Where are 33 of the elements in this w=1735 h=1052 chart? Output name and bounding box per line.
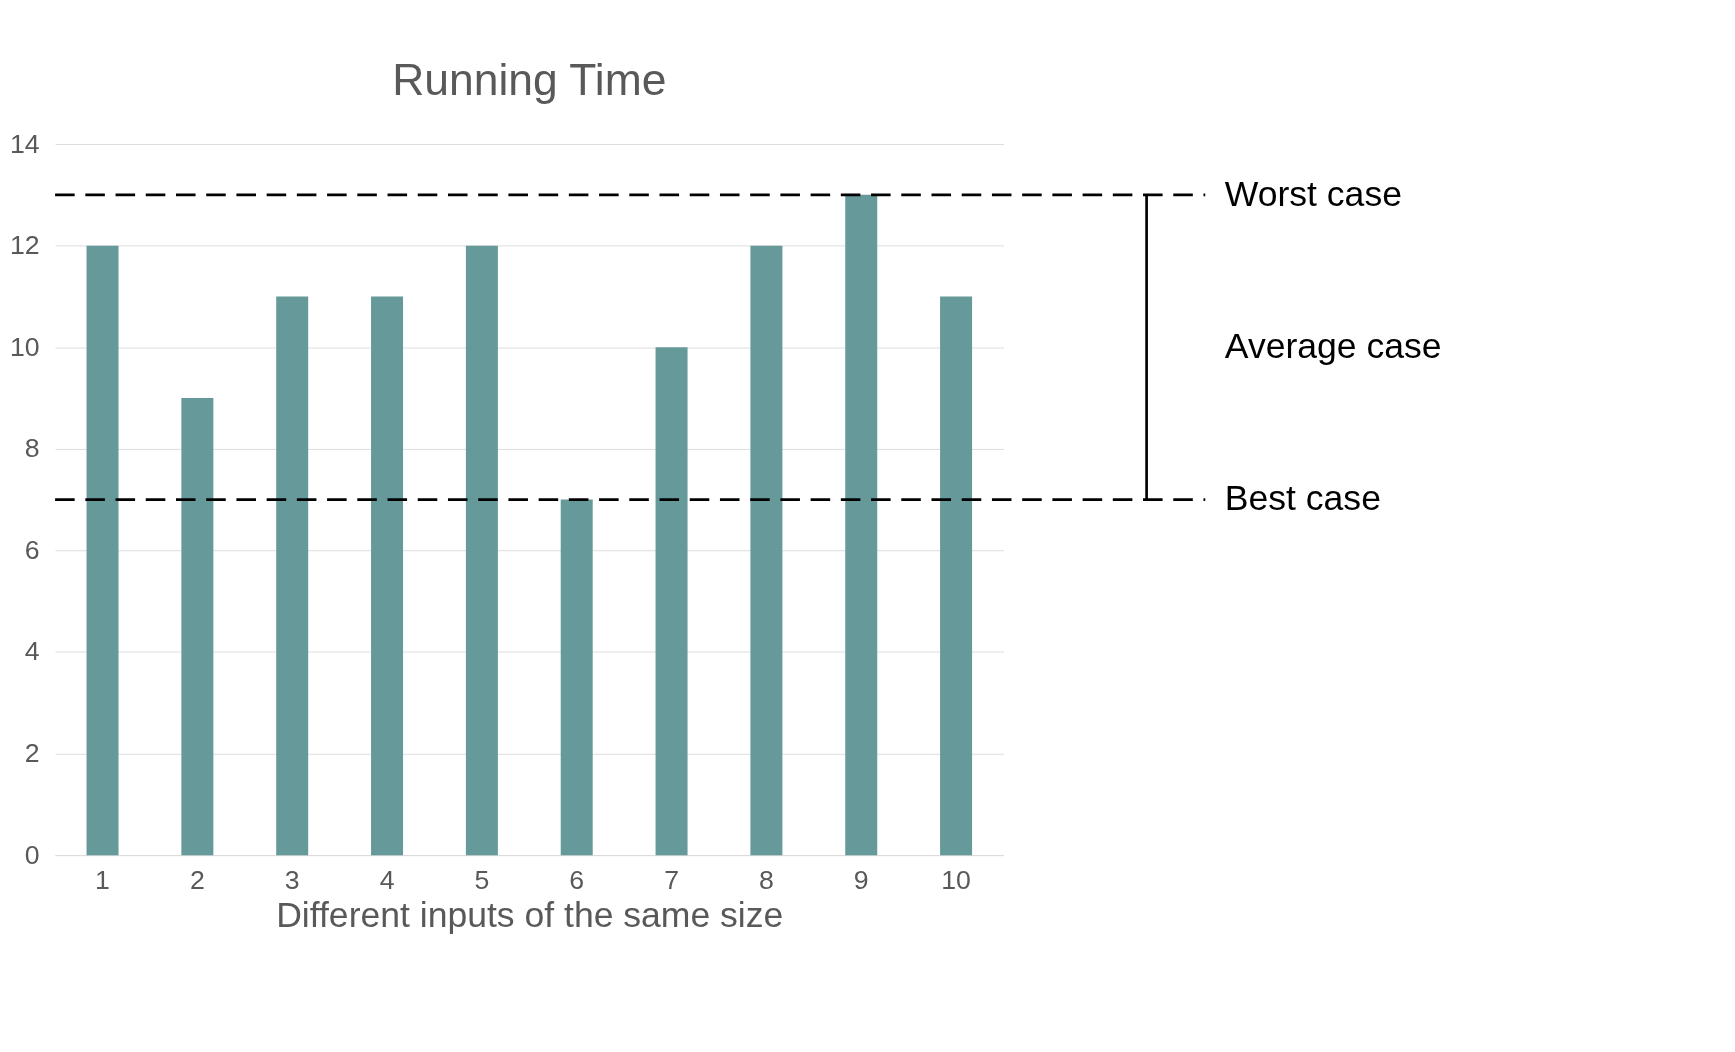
- bar: [845, 194, 878, 856]
- y-tick-label: 0: [24, 839, 40, 870]
- y-tick-label: 14: [9, 128, 40, 159]
- bar: [86, 245, 119, 856]
- x-tick-label: 2: [189, 865, 205, 896]
- y-tick-label: 12: [9, 230, 40, 261]
- chart-title: Running Time: [392, 55, 667, 105]
- y-tick-label: 6: [24, 534, 40, 565]
- y-tick-label: 8: [24, 433, 40, 464]
- x-tick-label: 1: [95, 865, 110, 896]
- x-axis-title: Different inputs of the same size: [276, 894, 784, 935]
- bar: [465, 245, 498, 856]
- bar: [276, 296, 309, 856]
- y-tick-label: 10: [9, 331, 40, 362]
- ref-line-label: Worst case: [1224, 173, 1402, 214]
- bar: [655, 347, 688, 856]
- bar: [371, 296, 404, 856]
- bar: [750, 245, 783, 856]
- y-tick-label: 4: [24, 636, 40, 667]
- bar: [560, 499, 593, 856]
- y-tick-label: 2: [24, 738, 40, 769]
- text: Average case: [1224, 325, 1442, 366]
- x-tick-label: 10: [941, 865, 971, 896]
- bar: [181, 398, 214, 856]
- x-tick-label: 7: [664, 865, 679, 896]
- x-tick-label: 6: [569, 865, 585, 896]
- bar: [940, 296, 973, 856]
- x-tick-label: 5: [474, 865, 490, 896]
- x-tick-label: 3: [284, 865, 300, 896]
- x-tick-label: 8: [758, 865, 774, 896]
- x-tick-label: 4: [379, 865, 395, 896]
- ref-line-label: Best case: [1224, 478, 1381, 519]
- x-tick-label: 9: [853, 865, 869, 896]
